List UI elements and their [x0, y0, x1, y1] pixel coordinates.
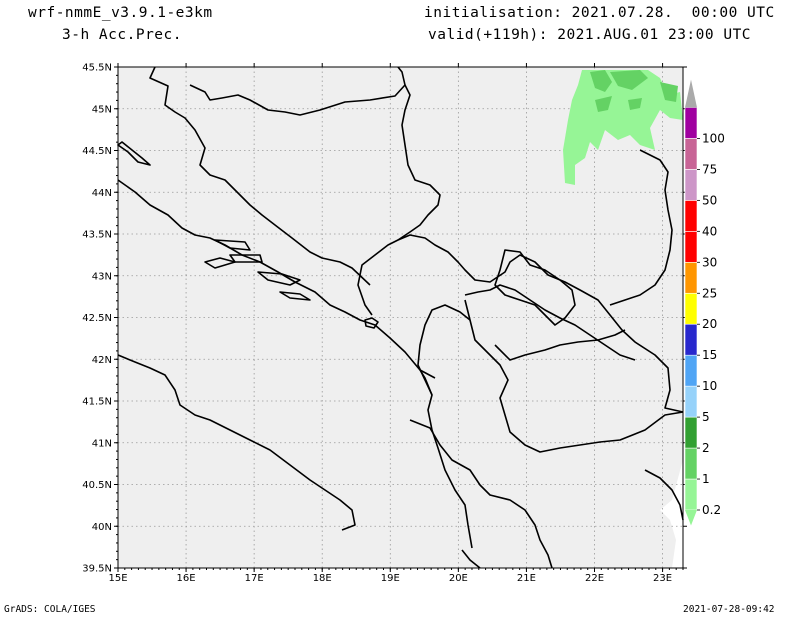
field-name: 3-h Acc.Prec.: [62, 27, 182, 43]
colorbar-segment: [684, 416, 698, 449]
map-land: [118, 67, 683, 568]
colorbar-label: 15: [702, 348, 717, 362]
colorbar-label: 25: [702, 286, 717, 300]
colorbar-label: 30: [702, 255, 717, 269]
footer-timestamp: 2021-07-28-09:42: [683, 604, 775, 615]
colorbar-segment: [684, 292, 698, 325]
lon-label: 22E: [585, 573, 604, 584]
colorbar-segment: [684, 169, 698, 201]
colorbar-bottom-arrow: [685, 510, 697, 526]
lon-label: 18E: [313, 573, 332, 584]
colorbar-segment: [684, 231, 698, 263]
colorbar-segment: [684, 478, 698, 511]
colorbar-label: 5: [702, 410, 710, 424]
axis-ticks: [114, 63, 687, 572]
lon-label: 23E: [653, 573, 672, 584]
lon-label: 20E: [449, 573, 468, 584]
model-name: wrf-nmmE_v3.9.1-e3km: [28, 5, 213, 21]
lat-label: 43.5N: [82, 230, 112, 241]
lon-label: 19E: [381, 573, 400, 584]
coastlines-borders: [117, 66, 684, 569]
lon-label: 21E: [517, 573, 536, 584]
colorbar-label: 2: [702, 441, 710, 455]
lat-label: 41.5N: [82, 397, 112, 408]
lat-label: 45.5N: [82, 63, 112, 74]
lat-label: 45N: [92, 104, 112, 115]
valid-time: valid(+119h): 2021.AUG.01 23:00 UTC: [428, 27, 752, 43]
lat-label: 44.5N: [82, 146, 112, 157]
colorbar-label: 50: [702, 193, 717, 207]
lat-label: 41N: [92, 438, 112, 449]
colorbar-label: 40: [702, 224, 717, 238]
lat-label: 39.5N: [82, 564, 112, 575]
lat-label: 40.5N: [82, 480, 112, 491]
colorbar-label: 100: [702, 131, 725, 145]
colorbar-label: 1: [702, 472, 710, 486]
colorbar-top-arrow: [685, 79, 697, 108]
precip-area: [563, 70, 683, 185]
colorbar-label: 75: [702, 162, 717, 176]
init-time: initialisation: 2021.07.28. 00:00 UTC: [424, 5, 775, 21]
lat-label: 42.5N: [82, 313, 112, 324]
lon-labels: 15E 16E 17E 18E 19E 20E 21E 22E 23E: [108, 573, 672, 584]
lat-label: 44N: [92, 188, 112, 199]
lon-label: 16E: [177, 573, 196, 584]
lat-labels: 45.5N 45N 44.5N 44N 43.5N 43N 42.5N 42N 41.5N 41N…: [82, 63, 112, 575]
colorbar-segment: [684, 323, 698, 356]
lat-label: 43N: [92, 271, 112, 282]
lat-label: 42N: [92, 355, 112, 366]
colorbar-label: 20: [702, 317, 717, 331]
footer-credit: GrADS: COLA/IGES: [4, 604, 96, 615]
lon-label: 15E: [108, 573, 127, 584]
lon-label: 17E: [245, 573, 264, 584]
colorbar-segment: [684, 447, 698, 480]
colorbar-label: 10: [702, 379, 717, 393]
colorbar-label: 0.2: [702, 503, 721, 517]
colorbar-segment: [684, 200, 698, 232]
colorbar-segment: [684, 261, 698, 294]
colorbar-segment: [684, 107, 698, 139]
colorbar-segment: [684, 354, 698, 387]
colorbar-segment: [684, 385, 698, 418]
sea-area: [660, 460, 683, 568]
lat-label: 40N: [92, 522, 112, 533]
colorbar-segment: [684, 138, 698, 170]
